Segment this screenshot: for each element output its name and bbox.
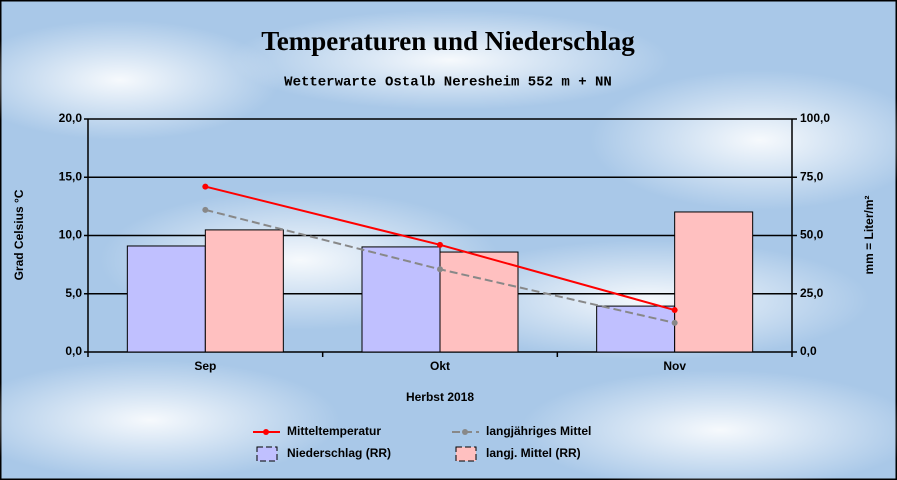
x-tick-label: Sep [194, 359, 216, 373]
y2-axis-label: mm = Liter/m² [862, 195, 876, 274]
legend-point [263, 429, 269, 435]
y-tick-label: 0,0 [65, 344, 82, 358]
point [672, 320, 678, 326]
legend-point [462, 429, 468, 435]
chart-subtitle: Wetterwarte Ostalb Neresheim 552 m + NN [284, 75, 612, 91]
legend-label: langj. Mittel (RR) [486, 446, 581, 460]
bar [440, 252, 518, 352]
y2-tick-label: 25,0 [800, 286, 824, 300]
bar [362, 247, 440, 352]
y2-tick-label: 100,0 [800, 111, 830, 125]
point [672, 307, 678, 313]
y-tick-label: 10,0 [59, 228, 83, 242]
x-tick-label: Okt [430, 359, 450, 373]
y-tick-label: 15,0 [59, 169, 83, 183]
point [202, 207, 208, 213]
y-tick-label: 5,0 [65, 286, 82, 300]
x-tick-label: Nov [663, 359, 686, 373]
y-tick-label: 20,0 [59, 111, 83, 125]
x-axis-label: Herbst 2018 [406, 390, 474, 404]
chart-title: Temperaturen und Niederschlag [261, 26, 635, 56]
legend-swatch [456, 447, 476, 461]
y2-tick-label: 50,0 [800, 228, 824, 242]
legend-label: langjähriges Mittel [486, 424, 591, 438]
bar [127, 246, 205, 352]
chart: Temperaturen und Niederschlag Wetterwart… [0, 0, 897, 480]
y2-tick-label: 0,0 [800, 344, 817, 358]
page: Temperaturen und Niederschlag Wetterwart… [0, 0, 897, 480]
legend-label: Niederschlag (RR) [287, 446, 391, 460]
y2-tick-label: 75,0 [800, 169, 824, 183]
point [202, 184, 208, 190]
point [437, 242, 443, 248]
bar [675, 212, 753, 352]
point [437, 266, 443, 272]
y-axis-label: Grad Celsius °C [12, 189, 26, 280]
legend-label: Mitteltemperatur [287, 424, 381, 438]
bar [205, 230, 283, 352]
bar [597, 306, 675, 352]
legend-swatch [257, 447, 277, 461]
